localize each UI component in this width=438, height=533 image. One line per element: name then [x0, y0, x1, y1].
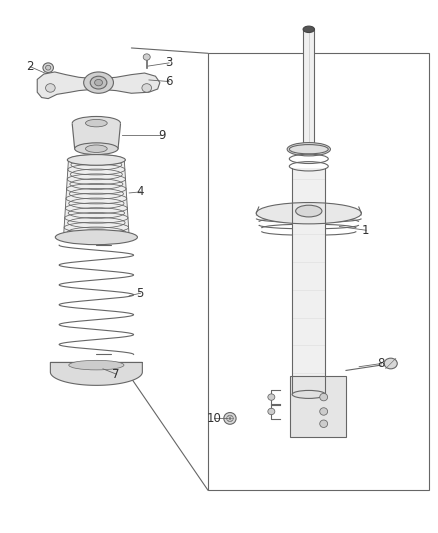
- Ellipse shape: [84, 72, 113, 93]
- Ellipse shape: [268, 394, 275, 400]
- Ellipse shape: [72, 116, 120, 130]
- Text: 8: 8: [378, 357, 385, 370]
- Polygon shape: [303, 29, 314, 149]
- Ellipse shape: [268, 408, 275, 415]
- Ellipse shape: [90, 76, 107, 89]
- Text: 1: 1: [362, 224, 370, 237]
- Text: 10: 10: [206, 412, 221, 425]
- Ellipse shape: [69, 360, 124, 370]
- Polygon shape: [290, 376, 346, 437]
- Ellipse shape: [303, 26, 314, 33]
- Ellipse shape: [142, 84, 152, 92]
- Ellipse shape: [320, 420, 328, 427]
- Ellipse shape: [384, 358, 397, 369]
- Polygon shape: [292, 168, 325, 394]
- Ellipse shape: [85, 145, 107, 152]
- Polygon shape: [37, 72, 160, 99]
- Polygon shape: [64, 160, 129, 237]
- Text: 6: 6: [165, 75, 173, 88]
- Ellipse shape: [85, 119, 107, 127]
- Ellipse shape: [292, 390, 325, 399]
- Ellipse shape: [320, 393, 328, 401]
- Polygon shape: [50, 362, 142, 385]
- Ellipse shape: [95, 79, 102, 86]
- Ellipse shape: [296, 205, 322, 217]
- Text: 9: 9: [158, 129, 166, 142]
- Ellipse shape: [55, 230, 138, 245]
- Ellipse shape: [46, 84, 55, 92]
- Ellipse shape: [320, 408, 328, 415]
- Text: 2: 2: [26, 60, 34, 73]
- Ellipse shape: [67, 155, 125, 165]
- Ellipse shape: [143, 54, 150, 60]
- Text: 3: 3: [165, 56, 172, 69]
- Polygon shape: [72, 124, 120, 149]
- Text: 7: 7: [112, 368, 120, 381]
- Text: 5: 5: [137, 287, 144, 300]
- Ellipse shape: [224, 413, 236, 424]
- Text: 4: 4: [136, 185, 144, 198]
- Ellipse shape: [256, 203, 361, 224]
- Ellipse shape: [74, 143, 118, 155]
- Ellipse shape: [287, 142, 330, 156]
- Ellipse shape: [46, 65, 51, 70]
- Ellipse shape: [43, 63, 53, 72]
